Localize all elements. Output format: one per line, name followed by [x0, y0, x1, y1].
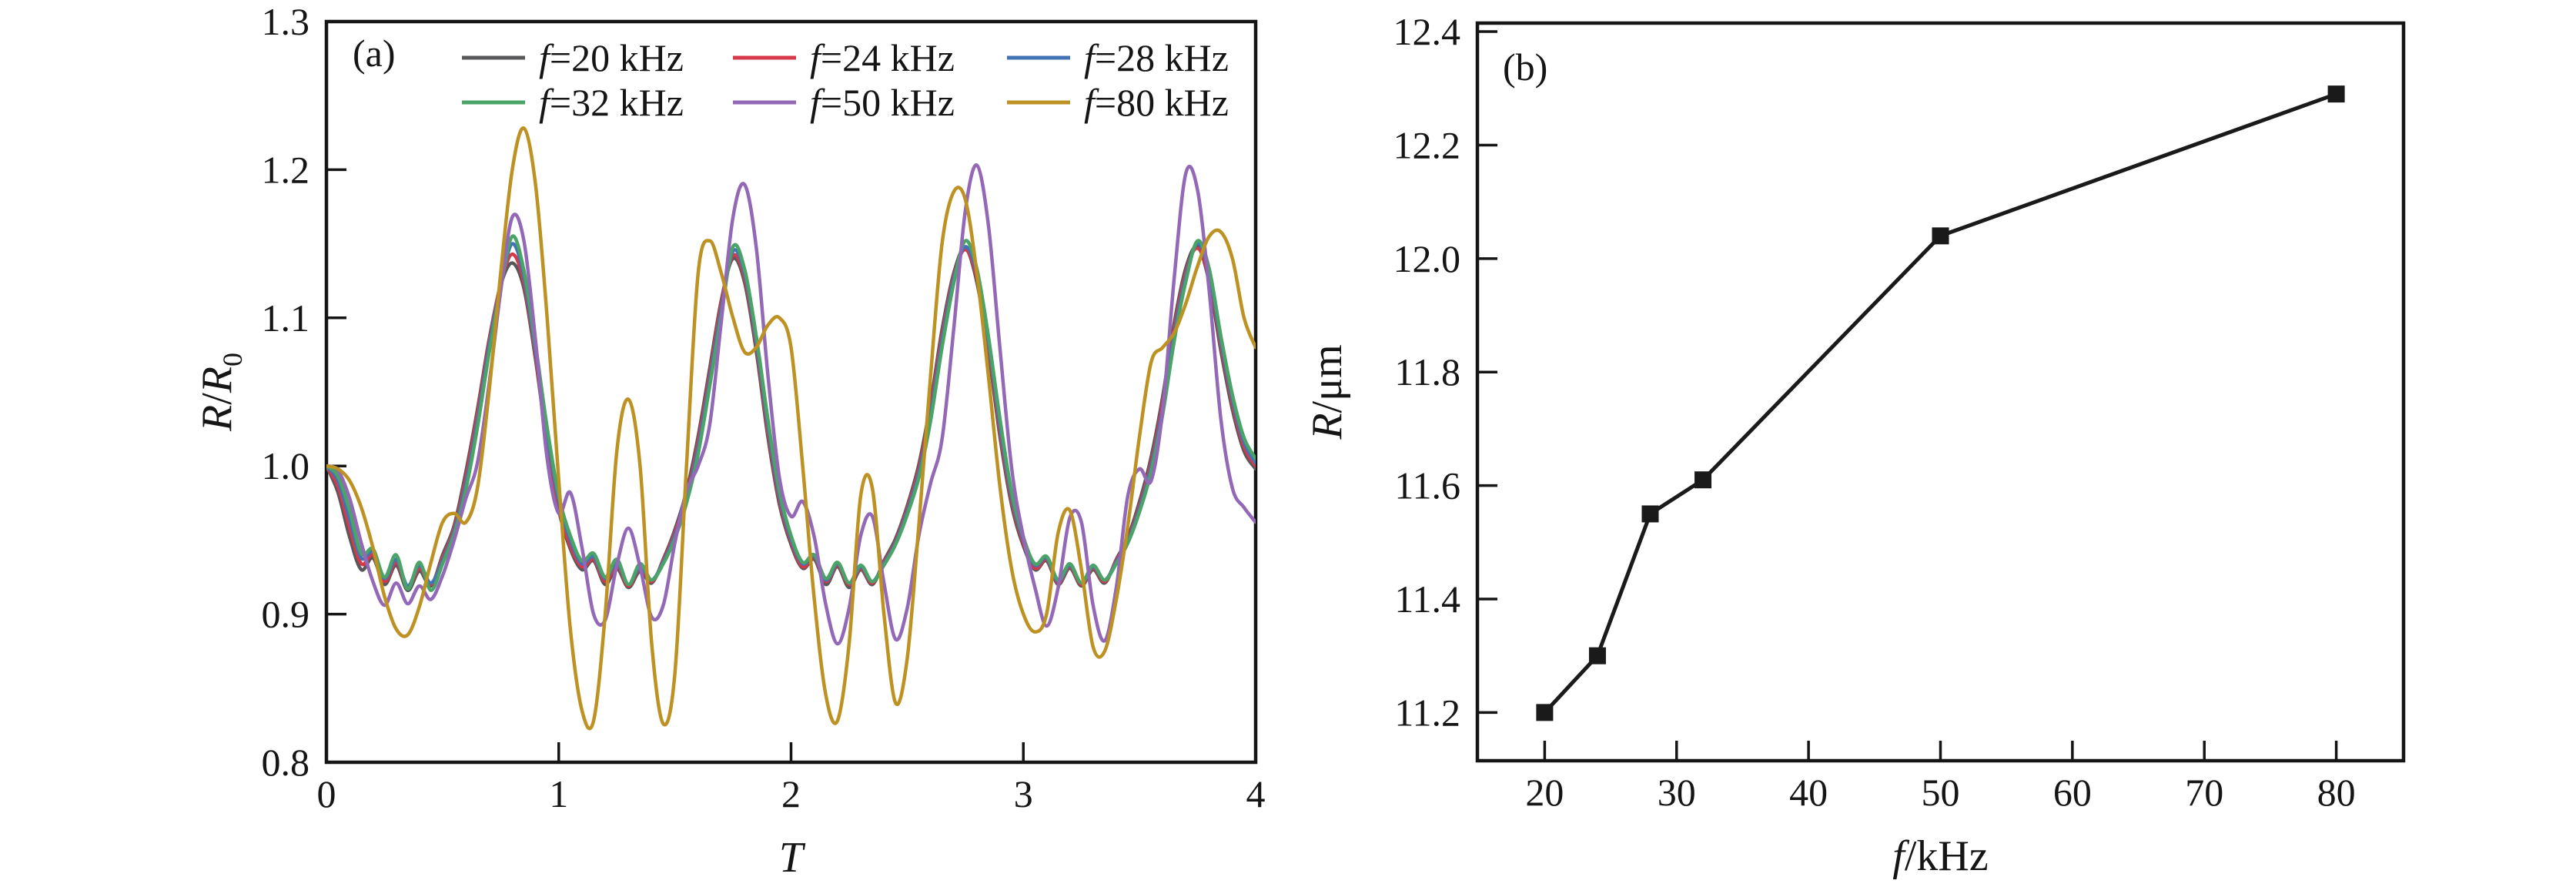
panel-a-y-tick-label: 1.3: [262, 0, 310, 43]
panel-b-radius-vs-frequency-chart: 20 30 40 50 60 70 80 11.2 11.4 11.6 11.8 12.0 12.2 12…: [1303, 10, 2406, 880]
series-line-f-32-khz: [326, 234, 1256, 593]
panel-b-x-tick-label: 50: [1922, 771, 1960, 814]
panel-b-x-tick-label: 60: [2053, 771, 2092, 814]
panel-b-x-tick-label: 20: [1525, 771, 1564, 814]
panel-a-x-tick-label: 0: [317, 772, 336, 815]
panel-b-label: (b): [1503, 45, 1547, 89]
panel-a-curves: [326, 126, 1256, 731]
panel-b-x-tick-label: 30: [1658, 771, 1696, 814]
square-marker: [2327, 85, 2345, 103]
panel-b-y-tick-label: 11.6: [1394, 464, 1460, 507]
legend-item-f-24-khz: f=24 kHz: [733, 36, 955, 79]
series-line-f-80-khz: [326, 126, 1256, 731]
panel-b-y-axis-label: R/μm: [1303, 344, 1351, 440]
panel-b-x-axis-label: f/kHz: [1892, 832, 1988, 880]
radius-frequency-line: [1543, 92, 2337, 715]
legend-item-f-32-khz: f=32 kHz: [462, 81, 684, 124]
legend-label: f=28 kHz: [1084, 36, 1229, 79]
panel-a-y-tick-label: 1.1: [262, 296, 310, 340]
panel-a-y-axis-label: R/R0: [193, 353, 248, 432]
panel-a-x-tick-label: 1: [549, 772, 568, 815]
legend-item-f-50-khz: f=50 kHz: [733, 81, 955, 124]
panel-a-x-tick-label: 4: [1246, 772, 1266, 815]
panel-b-y-tick-label: 12.0: [1393, 237, 1461, 280]
panel-a-x-axis-label: T: [779, 834, 806, 882]
legend-item-f-80-khz: f=80 kHz: [1007, 81, 1229, 124]
panel-b-y-tick-label: 12.2: [1393, 123, 1461, 166]
square-marker: [1641, 505, 1659, 523]
panel-a-y-tick-label: 0.8: [262, 741, 310, 784]
panel-a-plot-frame: [324, 19, 1258, 765]
panel-b-x-tick-label: 40: [1789, 771, 1828, 814]
legend-item-f-28-khz: f=28 kHz: [1007, 36, 1229, 79]
panel-b-y-tick-label: 11.4: [1394, 577, 1460, 621]
legend-label: f=32 kHz: [539, 81, 684, 124]
legend-label: f=80 kHz: [1084, 81, 1229, 124]
panel-b-y-tick-label: 11.2: [1394, 691, 1460, 734]
panel-a-legend: f=20 kHz f=24 kHz f=28 kHz f=32 kHz f=50 kHz…: [462, 36, 1229, 124]
square-marker: [1588, 647, 1606, 664]
panel-a-y-tick-label: 1.2: [262, 148, 310, 191]
panel-a-y-tick-label: 0.9: [262, 593, 310, 636]
panel-a-radius-ratio-chart: 0 1 2 3 4 0.8 0.9 1.0 1.1 1.2 1.3 T R/R0 f=20 kHz f=24…: [193, 0, 1266, 882]
panel-b-x-tick-label: 80: [2317, 771, 2356, 814]
series-line-f-50-khz: [326, 163, 1256, 646]
panel-b-x-tick-label: 70: [2185, 771, 2223, 814]
panel-a-label: (a): [353, 32, 396, 75]
panel-b-plot-frame: [1475, 21, 2406, 763]
legend-item-f-20-khz: f=20 kHz: [462, 36, 684, 79]
panel-b-y-tick-label: 12.4: [1393, 10, 1461, 53]
panel-b-y-tick-label: 11.8: [1394, 350, 1460, 393]
panel-a-x-tick-label: 3: [1014, 772, 1033, 815]
square-marker: [1536, 704, 1554, 721]
legend-label: f=20 kHz: [539, 36, 684, 79]
square-marker: [1932, 227, 1949, 245]
panel-a-y-tick-label: 1.0: [262, 444, 310, 487]
square-marker: [1694, 471, 1712, 489]
legend-label: f=50 kHz: [810, 81, 955, 124]
legend-label: f=24 kHz: [810, 36, 955, 79]
panel-a-x-tick-label: 2: [781, 772, 801, 815]
